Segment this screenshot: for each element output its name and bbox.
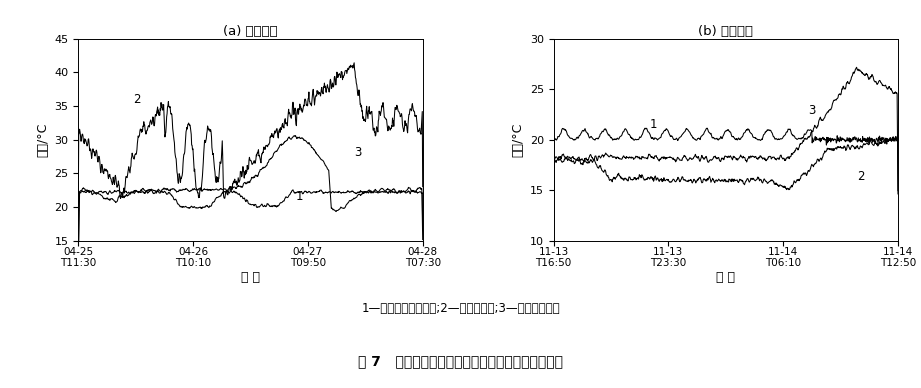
- Text: 1: 1: [296, 190, 303, 203]
- Y-axis label: 温度/°C: 温度/°C: [511, 123, 524, 157]
- Title: (b) 冬季加温: (b) 冬季加温: [698, 24, 753, 38]
- Text: 2: 2: [134, 93, 141, 106]
- Text: 图 7   不同温控措施下夏季和冬季营养液温度的变化: 图 7 不同温控措施下夏季和冬季营养液温度的变化: [358, 354, 563, 368]
- X-axis label: 日 期: 日 期: [241, 271, 260, 284]
- Text: 1—采用热电温控系统;2—无温控措施;3—温室环境温度: 1—采用热电温控系统;2—无温控措施;3—温室环境温度: [361, 302, 560, 315]
- Text: 3: 3: [354, 147, 361, 159]
- Y-axis label: 温度/°C: 温度/°C: [36, 123, 49, 157]
- Text: 2: 2: [857, 170, 864, 183]
- X-axis label: 日 期: 日 期: [717, 271, 735, 284]
- Title: (a) 夏季降温: (a) 夏季降温: [223, 24, 278, 38]
- Text: 1: 1: [650, 118, 658, 131]
- Text: 3: 3: [809, 104, 816, 118]
